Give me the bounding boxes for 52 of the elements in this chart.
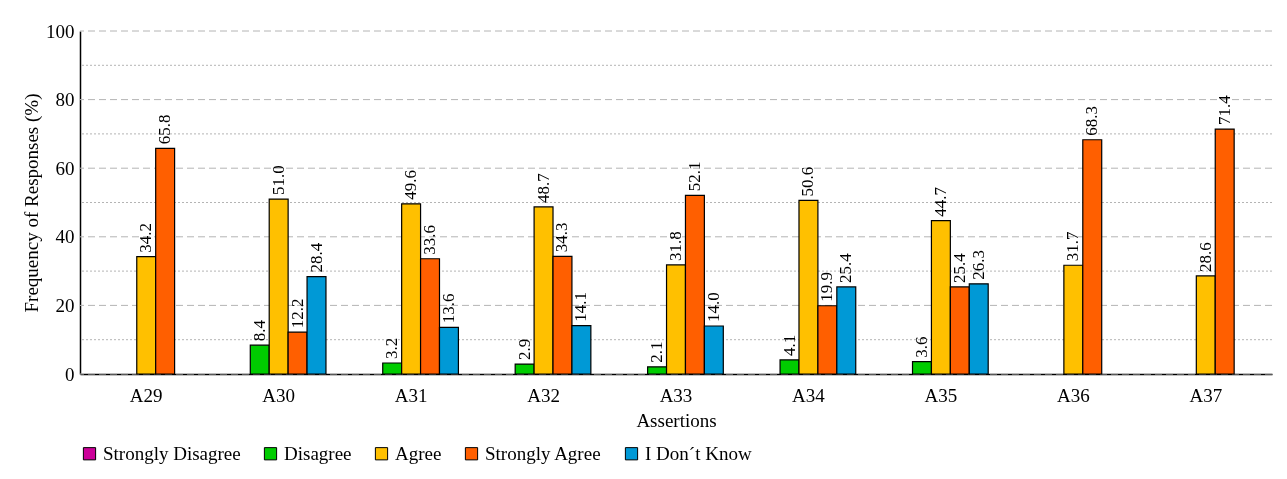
- x-tick-label: A35: [924, 384, 958, 406]
- data-label: 3.6: [911, 336, 931, 358]
- y-tick-label: 40: [55, 226, 75, 248]
- data-label: 14.1: [571, 291, 591, 322]
- data-label: 12.2: [287, 298, 307, 329]
- legend-label: Strongly Disagree: [103, 442, 241, 464]
- legend-label: Disagree: [284, 442, 352, 464]
- x-tick-label: A30: [262, 384, 296, 406]
- x-tick-label: A36: [1056, 384, 1090, 406]
- data-label: 28.6: [1195, 242, 1215, 272]
- y-tick-label: 100: [46, 20, 75, 42]
- data-label: 49.6: [401, 170, 421, 200]
- data-label: 25.4: [949, 252, 969, 283]
- data-label: 71.4: [1214, 94, 1234, 126]
- x-tick-label: A37: [1189, 384, 1223, 406]
- legend-label: I Don´t Know: [645, 442, 752, 464]
- data-label: 65.8: [155, 114, 175, 145]
- data-label: 4.1: [779, 334, 799, 356]
- data-label: 3.2: [382, 337, 402, 360]
- data-label: 14.0: [703, 292, 723, 322]
- x-tick-label: A33: [659, 384, 693, 406]
- data-label: 34.3: [552, 222, 572, 253]
- y-tick-label: 20: [55, 294, 75, 316]
- x-axis-title: Assertions: [636, 409, 717, 431]
- y-tick-label: 60: [55, 157, 75, 179]
- y-tick-label: 0: [65, 363, 75, 385]
- data-label: 31.8: [666, 231, 685, 261]
- data-label: 50.6: [798, 166, 818, 197]
- x-tick-label: A29: [129, 384, 163, 406]
- data-label: 51.0: [268, 165, 288, 196]
- y-axis-title: Frequency of Responses (%): [21, 93, 43, 313]
- data-label: 28.4: [306, 242, 326, 273]
- data-label: 34.2: [136, 222, 156, 253]
- x-tick-label: A31: [394, 384, 428, 406]
- data-label: 68.3: [1082, 105, 1102, 136]
- data-label: 26.3: [968, 250, 988, 280]
- y-tick-label: 80: [55, 89, 75, 111]
- x-tick-label: A34: [792, 384, 826, 406]
- data-label: 31.7: [1063, 231, 1083, 262]
- data-label: 33.6: [420, 225, 440, 255]
- x-tick-label: A32: [527, 384, 560, 406]
- data-label: 52.1: [684, 161, 704, 192]
- data-label: 2.1: [647, 341, 667, 363]
- data-label: 48.7: [533, 172, 553, 203]
- data-label: 2.9: [514, 338, 534, 361]
- data-label: 19.9: [817, 271, 837, 302]
- legend-label: Agree: [395, 442, 442, 464]
- data-label: 13.6: [438, 293, 458, 324]
- data-label: 44.7: [930, 186, 950, 217]
- legend-label: Strongly Agree: [485, 442, 601, 464]
- data-label: 8.4: [249, 319, 269, 342]
- data-label: 25.4: [836, 252, 856, 283]
